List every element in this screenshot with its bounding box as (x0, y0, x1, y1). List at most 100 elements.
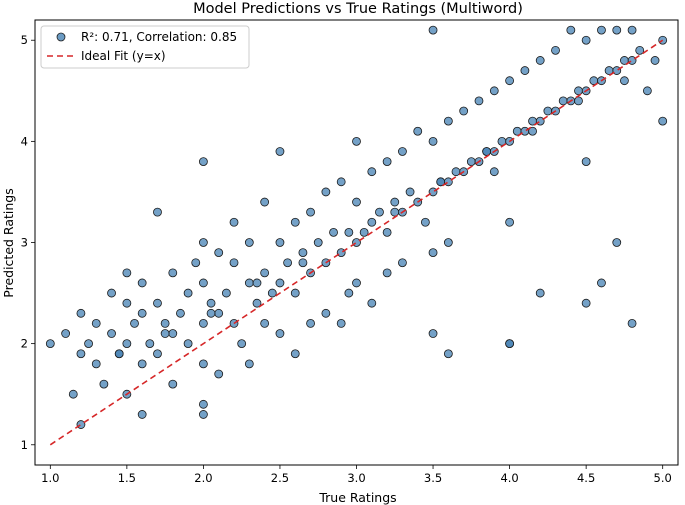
data-point (252, 278, 262, 288)
data-point (466, 157, 476, 166)
data-point (558, 96, 568, 106)
data-point (306, 319, 315, 328)
data-point (244, 359, 254, 369)
data-point (237, 339, 247, 349)
x-tick-label: 3.0 (347, 471, 365, 485)
data-point (153, 349, 162, 359)
data-point (581, 157, 591, 166)
data-point (382, 157, 392, 166)
data-point (482, 147, 492, 156)
data-point (367, 167, 377, 177)
data-point (198, 238, 208, 247)
data-point (336, 177, 346, 187)
data-point (191, 258, 201, 268)
data-point (344, 288, 354, 298)
data-point (642, 86, 652, 96)
legend-scatter-marker (56, 32, 66, 42)
data-point (45, 339, 55, 349)
data-point (336, 319, 346, 328)
data-point (382, 268, 392, 278)
data-point (367, 298, 377, 308)
data-point (428, 248, 438, 258)
data-point (91, 319, 101, 328)
data-point (428, 329, 438, 338)
data-point (398, 147, 407, 156)
data-point (390, 197, 400, 207)
ideal-fit-line (49, 39, 664, 446)
data-point (451, 167, 461, 177)
data-point (321, 187, 331, 197)
data-point (183, 288, 193, 298)
data-point (420, 217, 430, 227)
data-point (505, 339, 515, 349)
data-point (198, 359, 208, 369)
data-point (597, 278, 606, 288)
data-point (76, 308, 86, 318)
legend: R²: 0.71, Correlation: 0.85 Ideal Fit (y… (40, 25, 250, 69)
data-point (244, 278, 254, 288)
data-point (198, 410, 208, 419)
data-point (244, 238, 254, 247)
x-tick-label: 3.5 (424, 471, 442, 485)
data-point (581, 298, 591, 308)
data-point (107, 288, 116, 298)
x-tick-label: 1.0 (41, 471, 59, 485)
data-point (505, 217, 515, 227)
data-point (99, 379, 109, 389)
y-tick-label: 5 (21, 33, 28, 47)
data-point (367, 217, 377, 227)
data-point (114, 349, 124, 359)
data-point (84, 339, 93, 349)
data-point (176, 308, 185, 318)
legend-label-ideal-fit: Ideal Fit (y=x) (81, 49, 166, 63)
data-point (405, 187, 415, 197)
data-point (198, 399, 208, 409)
x-axis-label: True Ratings (318, 490, 396, 505)
data-point (398, 258, 407, 268)
data-points (45, 25, 668, 429)
data-point (620, 76, 629, 86)
data-point (275, 329, 285, 338)
data-point (290, 288, 300, 298)
data-point (229, 258, 239, 268)
data-point (221, 288, 231, 298)
data-point (76, 349, 86, 359)
data-point (505, 76, 515, 86)
data-point (206, 308, 216, 318)
data-point (375, 207, 384, 217)
y-tick-label: 1 (21, 438, 28, 452)
data-point (443, 238, 453, 247)
data-point (145, 339, 155, 349)
data-point (275, 147, 285, 156)
data-point (627, 319, 637, 328)
data-point (91, 359, 101, 369)
data-point (198, 278, 208, 288)
x-tick-label: 4.5 (577, 471, 595, 485)
data-point (428, 25, 438, 35)
data-point (551, 45, 560, 55)
data-point (597, 25, 606, 35)
data-point (168, 268, 178, 278)
data-point (489, 167, 499, 177)
data-point (290, 349, 300, 359)
data-point (528, 126, 537, 136)
data-point (443, 349, 453, 359)
data-point (352, 278, 361, 288)
data-point (275, 238, 285, 247)
data-point (260, 197, 270, 207)
data-point (283, 258, 293, 268)
data-point (635, 45, 645, 55)
data-point (321, 308, 331, 318)
y-axis-ticks: 1 2 3 4 5 (21, 33, 35, 452)
data-point (413, 126, 423, 136)
data-point (344, 227, 354, 237)
data-point (650, 56, 660, 65)
data-point (306, 207, 315, 217)
data-point (520, 66, 530, 75)
y-tick-label: 4 (21, 134, 28, 148)
data-point (260, 268, 270, 278)
data-point (122, 268, 132, 278)
data-point (122, 298, 132, 308)
data-point (160, 329, 170, 338)
data-point (122, 339, 132, 349)
